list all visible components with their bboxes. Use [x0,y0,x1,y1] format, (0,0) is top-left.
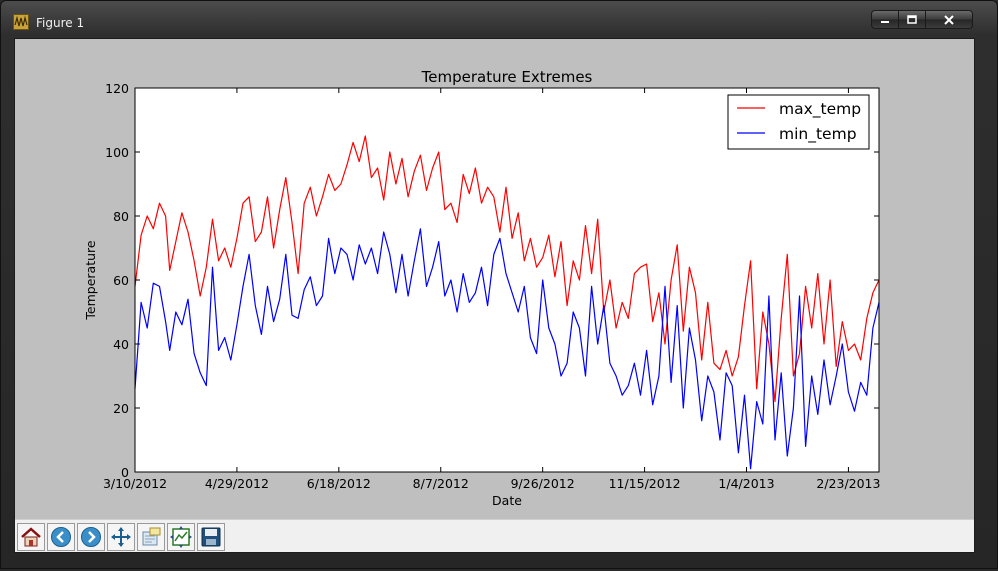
close-icon [944,14,954,25]
minimize-icon [881,20,889,23]
save-floppy-icon [201,527,221,547]
y-tick-label: 60 [113,273,129,288]
zoom-button[interactable] [137,523,165,551]
subplots-button[interactable] [167,523,195,551]
legend: max_temp min_temp [727,94,870,150]
save-button[interactable] [197,523,225,551]
back-arrow-icon [51,527,71,547]
subplots-config-icon [170,526,192,548]
series-line-min-temp [134,228,880,470]
close-button[interactable] [926,10,973,29]
x-tick-label: 6/18/2012 [307,476,371,491]
zoom-rect-icon [142,527,161,546]
x-tick-label: 1/4/2013 [718,476,774,491]
y-tick-label: 80 [113,209,129,224]
series-line-max-temp [134,135,880,403]
y-tick-label: 20 [113,401,129,416]
y-tick-label: 40 [113,337,129,352]
matplotlib-app-icon [13,14,29,30]
legend-label-max-temp: max_temp [779,100,861,119]
series-layer [134,135,880,470]
pan-button[interactable] [107,523,135,551]
y-axis-label: Temperature [83,240,98,320]
window-title: Figure 1 [36,16,85,30]
pan-move-icon [111,527,131,547]
x-axis-label: Date [492,493,522,508]
forward-button[interactable] [77,523,105,551]
x-tick-label: 4/29/2012 [205,476,269,491]
back-button[interactable] [47,523,75,551]
y-tick-label: 100 [105,145,129,160]
navigation-toolbar [15,519,974,552]
legend-box [727,94,870,150]
forward-arrow-icon [81,527,101,547]
legend-label-min-temp: min_temp [779,125,857,144]
plot-frame [134,87,880,473]
ticks-layer: 0 20 40 60 80 100 120 3/10/2012 4/29/2012 6/18/20… [103,81,881,491]
x-tick-label: 8/7/2012 [413,476,469,491]
y-tick-label: 0 [121,465,129,480]
home-button[interactable] [17,523,45,551]
maximize-icon [907,14,917,24]
maximize-button[interactable] [899,10,926,29]
x-tick-label: 3/10/2012 [103,476,167,491]
plot-area [135,88,879,472]
home-icon [21,527,41,547]
minimize-button[interactable] [871,10,899,29]
chart-title: Temperature Extremes [421,68,593,86]
title-bar[interactable]: Figure 1 [1,1,997,37]
x-tick-label: 2/23/2013 [816,476,880,491]
window-controls [871,10,973,29]
x-tick-label: 9/26/2012 [511,476,575,491]
y-tick-label: 120 [105,81,129,96]
x-tick-label: 11/15/2012 [609,476,681,491]
figure-canvas-area: 0 20 40 60 80 100 120 3/10/2012 4/29/2012 6/18/20… [14,38,975,553]
